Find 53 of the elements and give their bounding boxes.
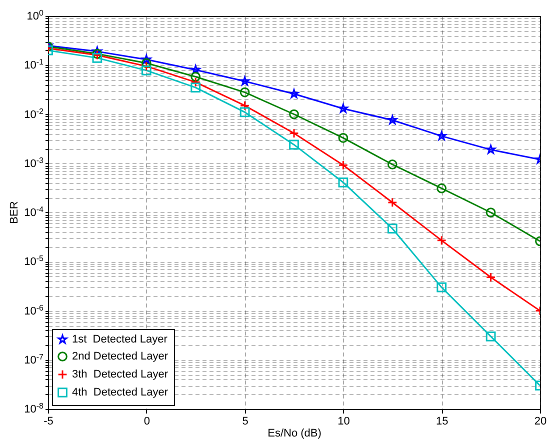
- x-tick-label: 0: [144, 416, 150, 428]
- y-axis-title: BER: [8, 201, 20, 224]
- y-tick-label: 10$^{-2}$: [24, 106, 44, 121]
- point: [338, 160, 348, 170]
- y-tick-label: 10$^{-4}$: [24, 204, 44, 219]
- y-tick-label: 10$^{-5}$: [24, 254, 44, 268]
- legend-label: 4th Detected Layer: [72, 386, 168, 398]
- y-tick-label: 10$^{-1}$: [24, 57, 44, 72]
- legend-label: 3th Detected Layer: [72, 368, 168, 380]
- point: [436, 183, 447, 194]
- point: [486, 144, 496, 154]
- point: [141, 58, 152, 68]
- y-tick-label: 10$^{-3}$: [24, 155, 44, 170]
- point: [240, 76, 250, 86]
- x-tick-label: -5: [44, 416, 54, 428]
- point: [240, 107, 250, 118]
- point: [436, 131, 446, 140]
- point: [486, 272, 496, 282]
- point: [190, 72, 201, 82]
- y-tick-label: 10$^{-7}$: [24, 352, 44, 366]
- x-tick-label: 15: [436, 416, 448, 428]
- point: [240, 87, 250, 98]
- point: [387, 224, 398, 234]
- point: [289, 140, 299, 150]
- y-tick-label: 10$^{-8}$: [24, 401, 44, 416]
- point: [338, 177, 348, 188]
- point: [387, 160, 398, 170]
- point: [387, 198, 398, 208]
- point: [338, 104, 348, 113]
- point: [141, 65, 152, 76]
- point: [338, 132, 348, 143]
- x-tick-label: 5: [242, 416, 248, 428]
- x-axis-title: Es/No (dB): [268, 428, 322, 440]
- legend-label: 2nd Detected Layer: [72, 350, 168, 362]
- point: [486, 208, 496, 218]
- point: [436, 282, 447, 292]
- point: [240, 100, 250, 111]
- point: [289, 88, 299, 98]
- point: [92, 53, 102, 63]
- point: [289, 128, 299, 138]
- point: [190, 64, 200, 74]
- legend-label: 1st Detected Layer: [72, 334, 168, 346]
- point: [190, 82, 201, 92]
- y-tick-label: 10$^{0}$: [26, 8, 44, 22]
- point: [289, 109, 299, 120]
- x-tick-label: 20: [534, 416, 547, 428]
- point: [436, 236, 447, 246]
- point: [142, 54, 152, 64]
- x-tick-label: 10: [338, 416, 350, 428]
- point: [486, 332, 496, 342]
- point: [190, 77, 201, 88]
- point: [388, 115, 398, 124]
- y-tick-label: 10$^{-6}$: [24, 302, 44, 318]
